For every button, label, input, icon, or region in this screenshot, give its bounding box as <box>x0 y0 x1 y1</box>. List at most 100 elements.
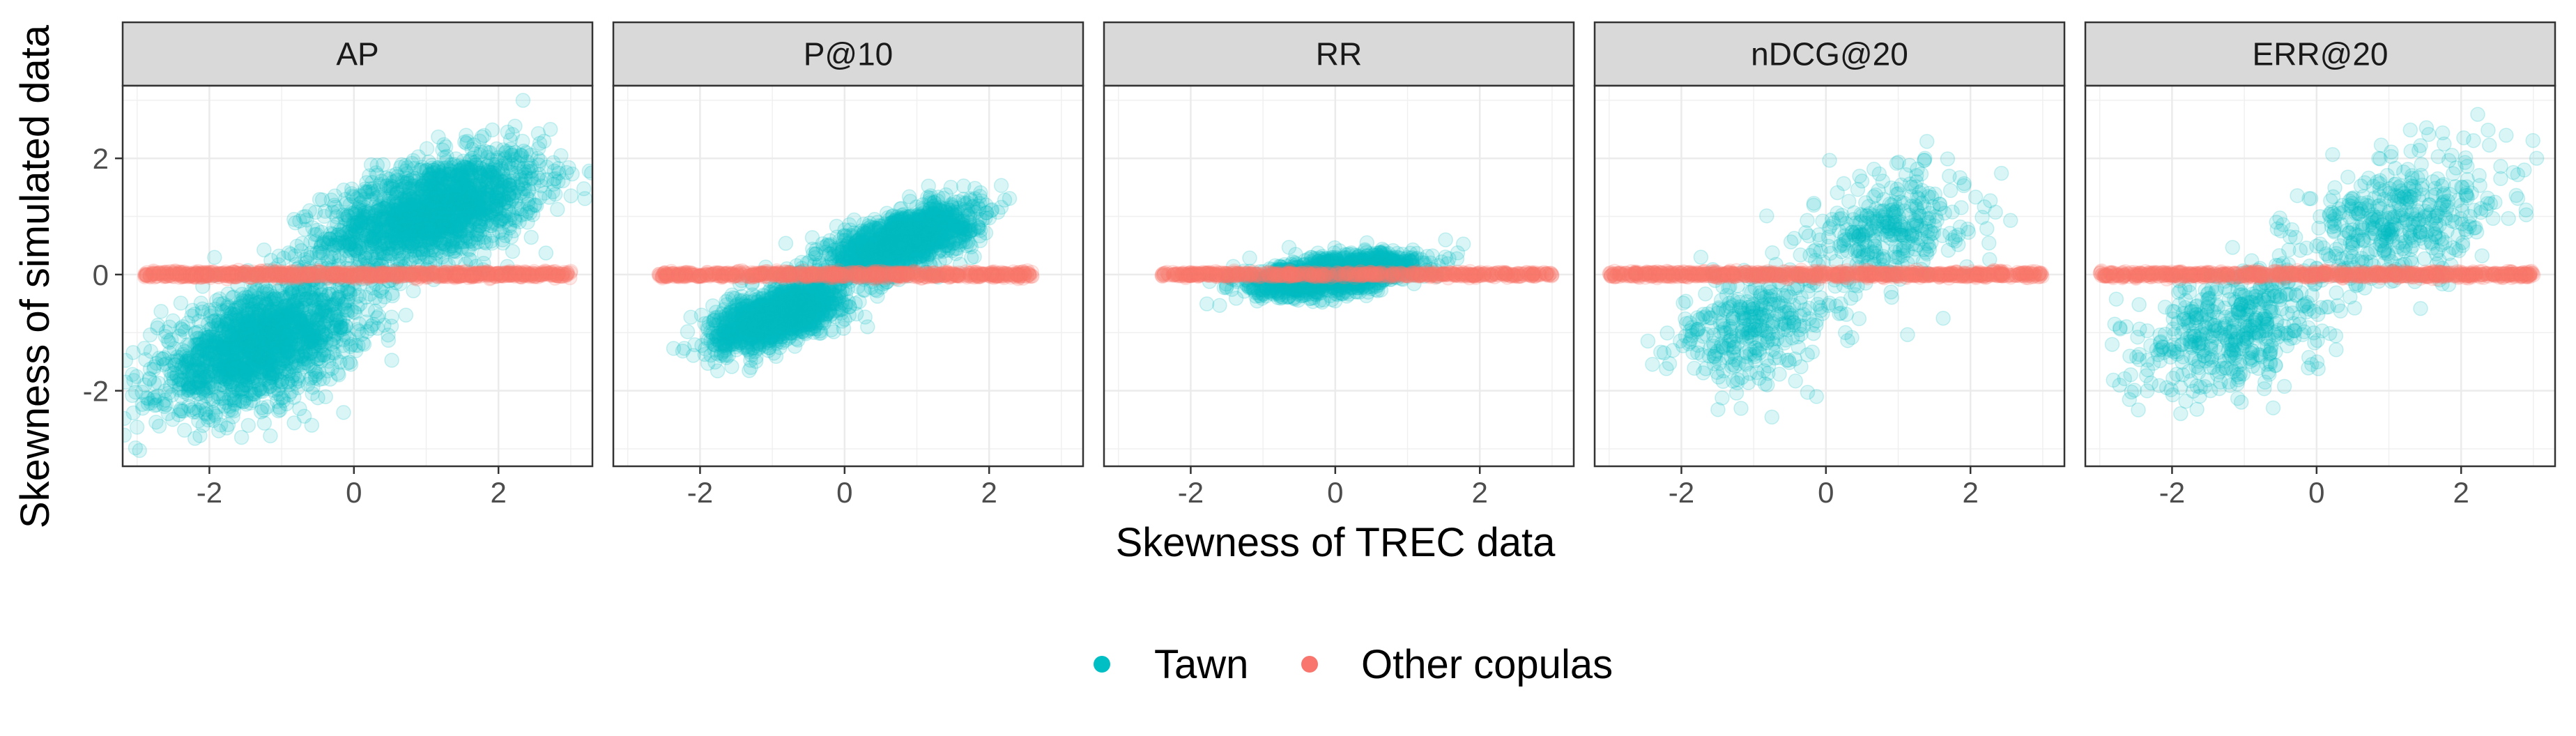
point-tawn <box>397 191 413 206</box>
panel-p-10: P@10-2 0 2 <box>612 21 1084 509</box>
point-other-copulas <box>500 268 516 283</box>
point-other-copulas <box>437 267 453 282</box>
point-tawn <box>424 211 440 227</box>
point-tawn <box>513 176 529 192</box>
point-tawn <box>483 152 499 167</box>
point-tawn <box>292 213 307 229</box>
point-tawn <box>454 168 469 184</box>
point-tawn <box>453 230 468 245</box>
point-tawn <box>465 236 481 252</box>
point-tawn <box>443 227 459 242</box>
point-tawn <box>414 203 429 219</box>
point-tawn <box>431 201 447 216</box>
point-tawn <box>449 233 465 250</box>
point-tawn <box>406 222 421 238</box>
point-tawn <box>494 174 509 190</box>
x-tick-label: -2 <box>197 476 222 509</box>
point-tawn <box>304 417 320 433</box>
point-tawn <box>538 245 554 261</box>
point-tawn <box>382 189 397 204</box>
point-tawn <box>329 238 345 254</box>
point-other-copulas <box>337 268 353 284</box>
point-tawn <box>360 255 376 270</box>
point-tawn <box>440 187 457 202</box>
point-tawn <box>507 145 523 160</box>
point-tawn <box>461 201 477 217</box>
point-tawn <box>399 243 415 259</box>
point-tawn <box>368 204 384 220</box>
panel-p-10-strip-label: P@10 <box>804 36 894 72</box>
point-tawn <box>397 201 413 217</box>
point-tawn <box>384 353 399 368</box>
point-tawn <box>347 305 363 321</box>
point-tawn <box>371 222 388 238</box>
point-tawn <box>363 157 379 173</box>
point-tawn <box>422 170 438 186</box>
point-tawn <box>286 415 302 431</box>
point-tawn <box>514 147 530 163</box>
point-tawn <box>504 157 520 172</box>
point-tawn <box>503 164 519 181</box>
point-tawn <box>277 314 293 330</box>
point-tawn <box>415 214 431 230</box>
point-other-copulas <box>165 264 181 280</box>
point-tawn <box>501 187 517 202</box>
point-tawn <box>379 222 394 237</box>
point-tawn <box>339 355 355 371</box>
point-tawn <box>498 145 513 161</box>
point-tawn <box>312 249 328 265</box>
point-tawn <box>466 204 481 220</box>
point-tawn <box>179 353 194 369</box>
point-tawn <box>507 118 523 134</box>
point-tawn <box>472 177 488 192</box>
point-tawn <box>430 160 445 176</box>
point-tawn <box>219 346 235 362</box>
point-tawn <box>497 151 513 167</box>
point-tawn <box>444 211 460 227</box>
point-tawn <box>338 211 354 227</box>
point-tawn <box>204 329 220 344</box>
point-tawn <box>344 229 360 245</box>
point-tawn <box>365 213 381 229</box>
point-tawn <box>422 200 437 216</box>
point-tawn <box>189 404 205 420</box>
point-tawn <box>401 211 417 227</box>
point-tawn <box>408 182 424 197</box>
point-tawn <box>343 261 359 276</box>
point-tawn <box>489 190 505 206</box>
point-tawn <box>421 215 437 231</box>
point-tawn <box>489 174 505 189</box>
point-tawn <box>422 224 438 240</box>
point-tawn <box>466 192 482 208</box>
point-tawn <box>344 181 360 197</box>
point-tawn <box>365 268 381 284</box>
point-tawn <box>312 245 327 261</box>
point-tawn <box>427 189 442 205</box>
point-tawn <box>488 157 504 172</box>
point-tawn <box>351 199 367 215</box>
point-tawn <box>551 165 567 181</box>
point-tawn <box>422 188 438 204</box>
point-tawn <box>392 238 407 253</box>
point-tawn <box>415 213 431 229</box>
point-other-copulas <box>279 266 294 281</box>
point-tawn <box>520 215 535 230</box>
point-tawn <box>496 188 512 204</box>
point-tawn <box>316 208 332 224</box>
point-tawn <box>269 394 285 409</box>
point-tawn <box>445 192 461 207</box>
point-tawn <box>401 238 417 254</box>
point-tawn <box>412 162 427 178</box>
point-tawn <box>519 188 535 204</box>
point-tawn <box>466 192 482 208</box>
point-tawn <box>471 183 487 199</box>
point-tawn <box>401 206 417 221</box>
point-other-copulas <box>399 266 415 282</box>
point-other-copulas <box>151 266 167 281</box>
point-tawn <box>454 194 469 210</box>
point-tawn <box>415 178 431 194</box>
point-tawn <box>491 192 507 208</box>
point-tawn <box>151 418 167 434</box>
point-tawn <box>410 192 426 207</box>
point-tawn <box>314 306 329 321</box>
